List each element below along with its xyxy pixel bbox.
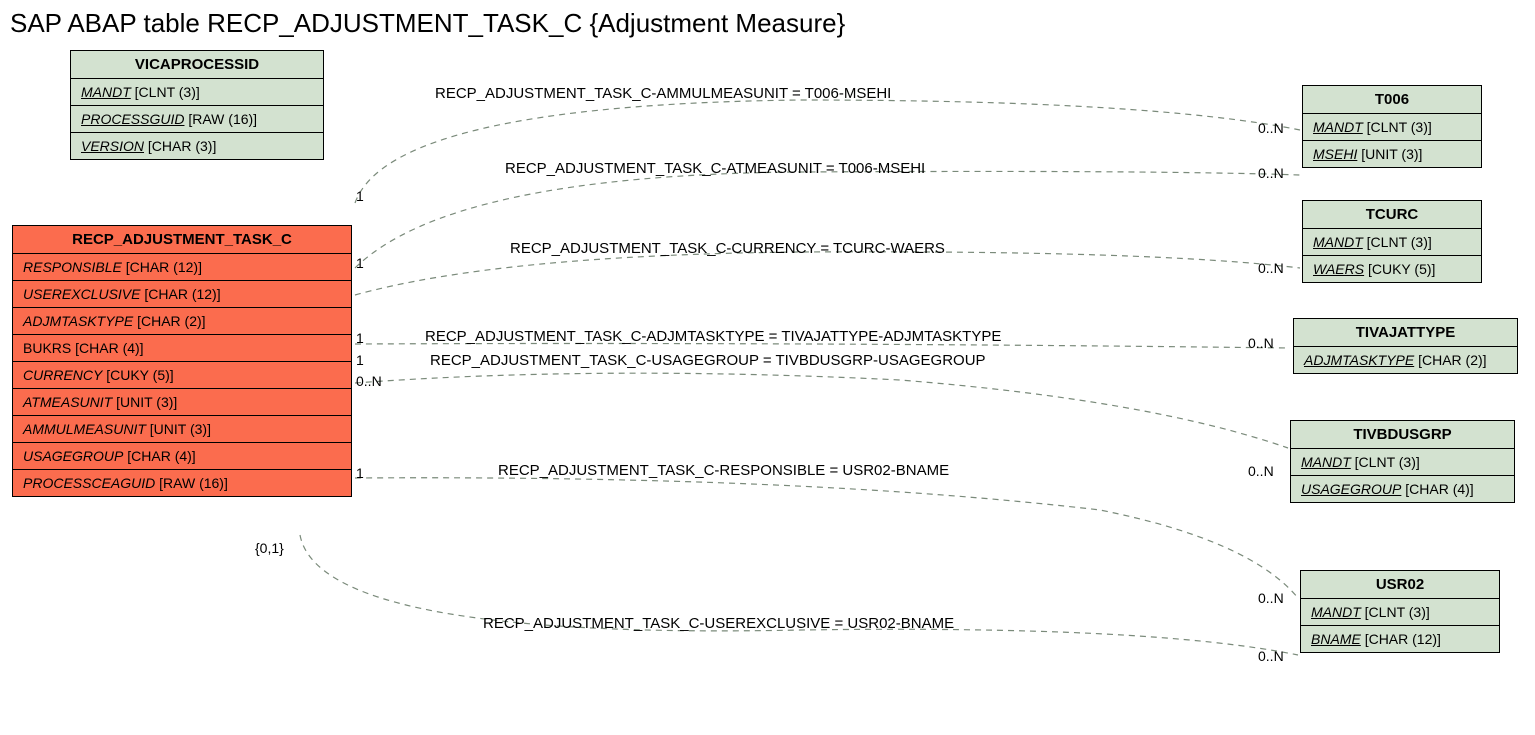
cardinality: 0..N: [1258, 260, 1284, 276]
cardinality: 1: [356, 465, 364, 481]
table-t006: T006 MANDT [CLNT (3)] MSEHI [UNIT (3)]: [1302, 85, 1482, 168]
cardinality: 0..N: [1258, 165, 1284, 181]
table-header: TIVBDUSGRP: [1291, 421, 1514, 449]
table-row: USAGEGROUP [CHAR (4)]: [13, 443, 351, 470]
page-title: SAP ABAP table RECP_ADJUSTMENT_TASK_C {A…: [10, 8, 845, 39]
table-header: USR02: [1301, 571, 1499, 599]
table-row: USEREXCLUSIVE [CHAR (12)]: [13, 281, 351, 308]
table-main: RECP_ADJUSTMENT_TASK_C RESPONSIBLE [CHAR…: [12, 225, 352, 497]
cardinality: 1: [356, 330, 364, 346]
table-row: CURRENCY [CUKY (5)]: [13, 362, 351, 389]
table-row: VERSION [CHAR (3)]: [71, 133, 323, 159]
table-row: ATMEASUNIT [UNIT (3)]: [13, 389, 351, 416]
table-row: BUKRS [CHAR (4)]: [13, 335, 351, 362]
table-header: TCURC: [1303, 201, 1481, 229]
table-row: PROCESSGUID [RAW (16)]: [71, 106, 323, 133]
table-row: WAERS [CUKY (5)]: [1303, 256, 1481, 282]
table-row: MANDT [CLNT (3)]: [1301, 599, 1499, 626]
table-header: T006: [1303, 86, 1481, 114]
table-vicaprocessid: VICAPROCESSID MANDT [CLNT (3)] PROCESSGU…: [70, 50, 324, 160]
table-row: BNAME [CHAR (12)]: [1301, 626, 1499, 652]
table-row: MANDT [CLNT (3)]: [1291, 449, 1514, 476]
cardinality: 1: [356, 352, 364, 368]
edge-label: RECP_ADJUSTMENT_TASK_C-ATMEASUNIT = T006…: [505, 160, 925, 177]
table-row: USAGEGROUP [CHAR (4)]: [1291, 476, 1514, 502]
table-header: RECP_ADJUSTMENT_TASK_C: [13, 226, 351, 254]
table-tivajattype: TIVAJATTYPE ADJMTASKTYPE [CHAR (2)]: [1293, 318, 1518, 374]
table-row: PROCESSCEAGUID [RAW (16)]: [13, 470, 351, 496]
cardinality: 0..N: [1258, 120, 1284, 136]
cardinality: 0..N: [1258, 648, 1284, 664]
edge-label: RECP_ADJUSTMENT_TASK_C-RESPONSIBLE = USR…: [498, 462, 949, 479]
table-usr02: USR02 MANDT [CLNT (3)] BNAME [CHAR (12)]: [1300, 570, 1500, 653]
edge-label: RECP_ADJUSTMENT_TASK_C-AMMULMEASUNIT = T…: [435, 85, 891, 102]
table-row: MSEHI [UNIT (3)]: [1303, 141, 1481, 167]
table-row: MANDT [CLNT (3)]: [1303, 114, 1481, 141]
table-row: MANDT [CLNT (3)]: [1303, 229, 1481, 256]
edge-label: RECP_ADJUSTMENT_TASK_C-CURRENCY = TCURC-…: [510, 240, 945, 257]
cardinality: 0..N: [1248, 335, 1274, 351]
table-row: AMMULMEASUNIT [UNIT (3)]: [13, 416, 351, 443]
table-header: VICAPROCESSID: [71, 51, 323, 79]
table-row: ADJMTASKTYPE [CHAR (2)]: [1294, 347, 1517, 373]
cardinality: {0,1}: [255, 540, 284, 556]
table-row: ADJMTASKTYPE [CHAR (2)]: [13, 308, 351, 335]
cardinality: 0..N: [356, 373, 382, 389]
table-tivbdusgrp: TIVBDUSGRP MANDT [CLNT (3)] USAGEGROUP […: [1290, 420, 1515, 503]
edge-label: RECP_ADJUSTMENT_TASK_C-USAGEGROUP = TIVB…: [430, 352, 986, 369]
cardinality: 1: [356, 188, 364, 204]
edge-label: RECP_ADJUSTMENT_TASK_C-ADJMTASKTYPE = TI…: [425, 328, 1001, 345]
table-tcurc: TCURC MANDT [CLNT (3)] WAERS [CUKY (5)]: [1302, 200, 1482, 283]
table-row: RESPONSIBLE [CHAR (12)]: [13, 254, 351, 281]
cardinality: 1: [356, 255, 364, 271]
table-row: MANDT [CLNT (3)]: [71, 79, 323, 106]
table-header: TIVAJATTYPE: [1294, 319, 1517, 347]
edge-label: RECP_ADJUSTMENT_TASK_C-USEREXCLUSIVE = U…: [483, 615, 954, 632]
cardinality: 0..N: [1248, 463, 1274, 479]
cardinality: 0..N: [1258, 590, 1284, 606]
